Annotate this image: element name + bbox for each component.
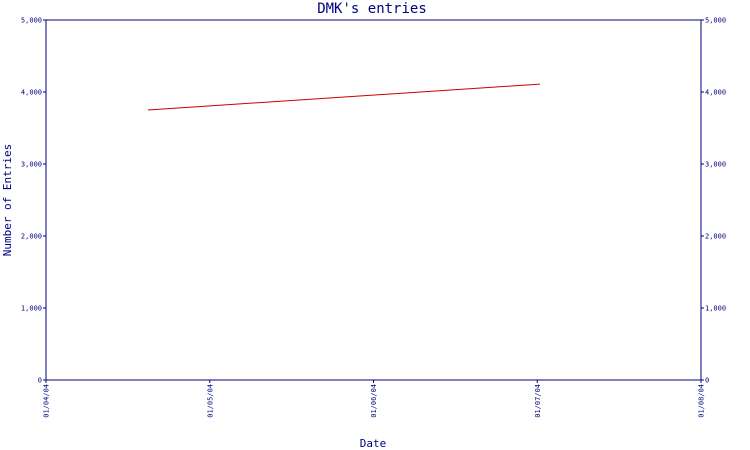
series-line bbox=[147, 83, 540, 111]
x-tick-label: 01/08/04 bbox=[698, 384, 706, 418]
y-tick-label-right: 2,000 bbox=[705, 233, 726, 241]
plot-frame bbox=[45, 19, 702, 381]
y-tick-label-right: 4,000 bbox=[705, 89, 726, 97]
y-tick-label-left: 0 bbox=[38, 377, 42, 385]
y-tick-label-left: 5,000 bbox=[21, 17, 42, 25]
y-tick-label-right: 1,000 bbox=[705, 305, 726, 313]
x-tick-label: 01/06/04 bbox=[370, 384, 378, 418]
y-tick-label-right: 0 bbox=[705, 377, 709, 385]
y-tick-label-left: 1,000 bbox=[21, 305, 42, 313]
y-tick-label-right: 3,000 bbox=[705, 161, 726, 169]
x-axis-label: Date bbox=[360, 437, 387, 450]
y-tick-label-right: 5,000 bbox=[705, 17, 726, 25]
y-tick-label-left: 2,000 bbox=[21, 233, 42, 241]
series-group bbox=[147, 83, 540, 111]
x-tick-label: 01/04/04 bbox=[43, 384, 51, 418]
y-axis-label: Number of Entries bbox=[1, 144, 14, 257]
y-axis-left: 0 1,000 2,000 3,000 4,000 5,000 bbox=[21, 17, 46, 385]
y-tick-label-left: 4,000 bbox=[21, 89, 42, 97]
x-tick-label: 01/05/04 bbox=[206, 384, 214, 418]
x-axis: 01/04/04 01/05/04 01/06/04 01/07/04 01/08/04 bbox=[43, 380, 706, 418]
chart-title: DMK's entries bbox=[317, 1, 427, 17]
y-axis-right: 0 1,000 2,000 3,000 4,000 5,000 bbox=[701, 17, 726, 385]
x-tick-label: 01/07/04 bbox=[534, 384, 542, 418]
y-tick-label-left: 3,000 bbox=[21, 161, 42, 169]
